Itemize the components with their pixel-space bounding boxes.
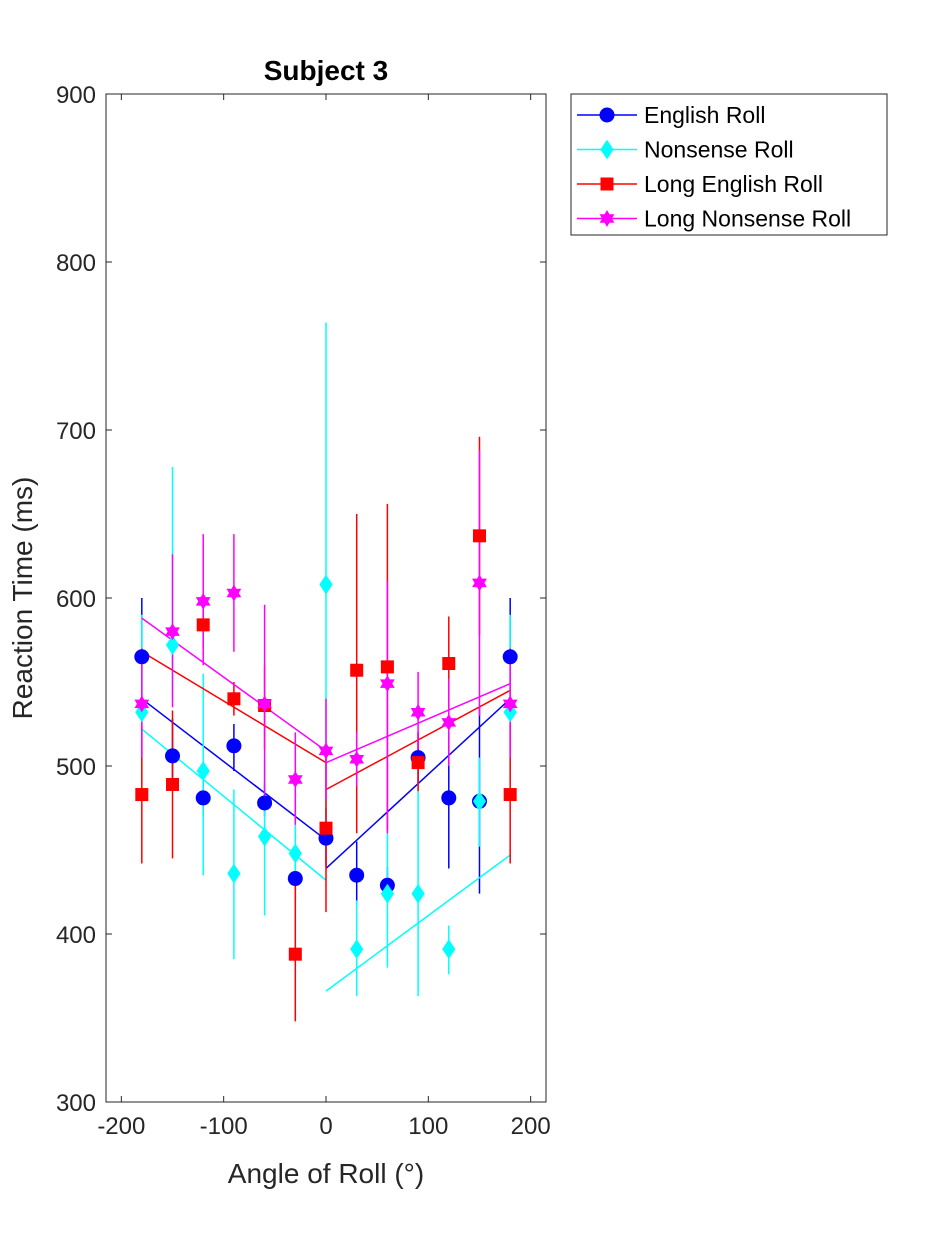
data-point — [166, 777, 180, 791]
data-point — [380, 675, 395, 693]
y-tick-label: 800 — [56, 250, 96, 277]
data-point — [287, 871, 303, 887]
data-point — [380, 883, 394, 904]
data-point — [165, 635, 180, 655]
legend-box — [570, 93, 888, 236]
data-point — [411, 883, 425, 904]
markers-long-nonsense-roll — [134, 574, 518, 788]
legend-marker — [599, 107, 615, 123]
data-point — [195, 790, 211, 806]
data-point — [442, 657, 456, 671]
data-point — [502, 695, 518, 713]
plot-area: -200 -100 0 100 200 300 400 500 600 700 800 900 — [56, 82, 551, 1140]
data-point — [226, 738, 242, 754]
data-point — [319, 574, 333, 595]
data-point — [380, 660, 394, 674]
data-point — [349, 750, 365, 768]
y-tick-label: 700 — [56, 418, 96, 445]
x-tick-label: 200 — [511, 1113, 551, 1140]
data-point — [257, 695, 272, 713]
data-point — [196, 761, 210, 781]
data-point — [257, 795, 273, 811]
legend-marker — [600, 177, 614, 191]
y-tick-label: 600 — [56, 586, 96, 613]
x-tick-label: -200 — [97, 1113, 145, 1140]
data-point — [441, 713, 457, 731]
data-point — [287, 770, 303, 788]
data-point — [410, 703, 426, 721]
x-tick-label: 100 — [408, 1113, 448, 1140]
data-point — [165, 748, 181, 764]
data-point — [350, 663, 364, 677]
y-tick-labels: 300 400 500 600 700 800 900 — [56, 82, 96, 1117]
data-point — [227, 692, 241, 706]
data-point — [288, 843, 302, 864]
markers-long-english-roll — [135, 529, 517, 961]
legend: English Roll Nonsense Roll Long English Ro… — [570, 93, 888, 236]
data-point — [226, 584, 242, 602]
data-point — [196, 618, 210, 632]
data-point — [319, 821, 333, 835]
data-point — [134, 649, 150, 665]
data-point — [350, 939, 364, 960]
y-tick-label: 500 — [56, 754, 96, 781]
data-point — [442, 939, 456, 960]
y-axis-label: Reaction Time (ms) — [7, 477, 38, 720]
legend-label: Nonsense Roll — [644, 137, 794, 163]
legend-items: English Roll Nonsense Roll Long English Ro… — [577, 102, 851, 232]
data-point — [472, 574, 487, 592]
data-point — [472, 529, 486, 543]
data-point — [503, 788, 517, 802]
markers-english-roll — [134, 649, 518, 893]
data-point — [472, 791, 487, 812]
legend-marker — [599, 210, 615, 227]
data-point — [502, 649, 518, 665]
legend-marker — [600, 139, 614, 160]
series-layer — [134, 322, 518, 1022]
axis-ticks — [106, 93, 546, 1103]
data-point — [135, 788, 149, 802]
legend-label: Long English Roll — [644, 171, 823, 197]
data-point — [227, 863, 241, 884]
y-tick-label: 300 — [56, 1090, 96, 1117]
data-point — [349, 867, 365, 883]
data-point — [288, 947, 302, 961]
data-point — [195, 592, 211, 610]
x-tick-label: -100 — [200, 1113, 248, 1140]
y-tick-label: 400 — [56, 922, 96, 949]
data-point — [318, 742, 334, 760]
legend-label: English Roll — [644, 102, 765, 128]
x-tick-label: 0 — [319, 1113, 332, 1140]
data-point — [258, 826, 272, 847]
data-point — [441, 790, 457, 806]
x-axis-label: Angle of Roll (°) — [228, 1158, 424, 1189]
data-point — [134, 695, 150, 713]
legend-label: Long Nonsense Roll — [644, 206, 851, 232]
y-tick-label: 900 — [56, 82, 96, 109]
data-point — [165, 623, 180, 641]
x-tick-labels: -200 -100 0 100 200 — [97, 1113, 550, 1140]
chart-title: Subject 3 — [264, 55, 388, 86]
data-point — [411, 756, 425, 770]
